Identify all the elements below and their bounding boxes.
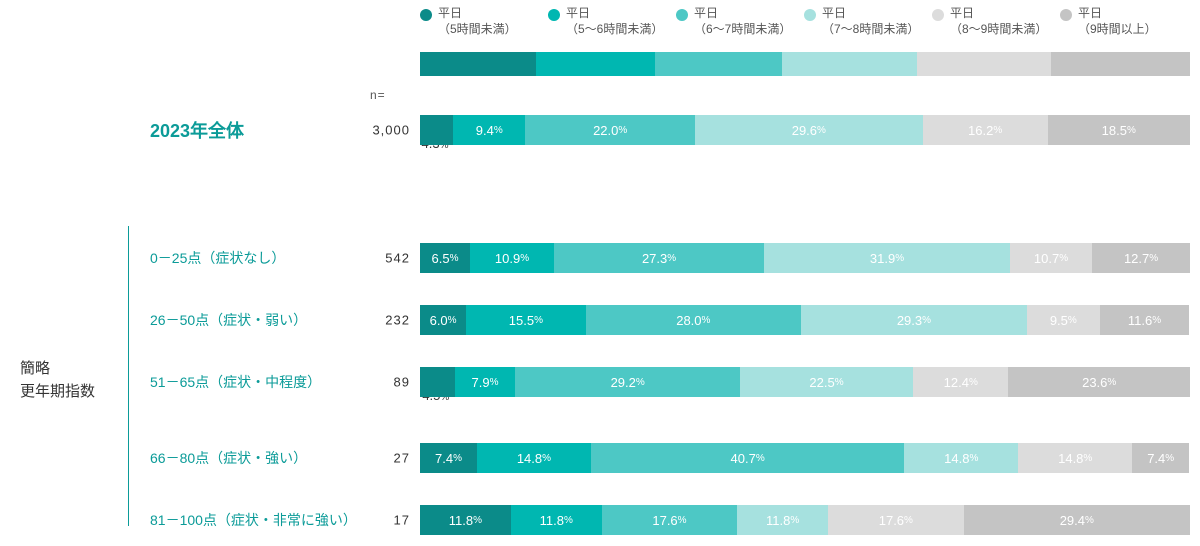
row-n: 3,000 (350, 123, 410, 138)
n-header: n= (370, 88, 386, 102)
bar-segment (420, 115, 453, 145)
row-n: 17 (350, 513, 410, 528)
bar-segment: 31.9% (764, 243, 1010, 273)
chart-row: 0－25点（症状なし）542 6.5%10.9%27.3%31.9%10.7%12… (0, 238, 1200, 278)
bar-segment: 11.6% (1100, 305, 1189, 335)
bar-segment: 9.4% (453, 115, 525, 145)
stacked-bar: 6.0%15.5%28.0%29.3%9.5%11.6% (420, 305, 1190, 335)
bar-segment: 11.8% (511, 505, 602, 535)
row-n: 27 (350, 451, 410, 466)
legend-swatch (804, 9, 816, 21)
row-label: 51－65点（症状・中程度） (150, 372, 360, 392)
bar-segment: 11.8% (420, 505, 511, 535)
legend-swatch (1060, 9, 1072, 21)
axis-label-line2: 更年期指数 (20, 383, 95, 400)
legend-text: 平日（8～9時間未満） (950, 6, 1047, 37)
row-n: 232 (350, 313, 410, 328)
bar-segment: 14.8% (477, 443, 591, 473)
legend-item: 平日（7～8時間未満） (804, 6, 932, 37)
bar-segment: 9.5% (1027, 305, 1100, 335)
bar-segment: 7.9% (455, 367, 516, 397)
bar-segment: 18.5% (1048, 115, 1190, 145)
row-n: 89 (350, 375, 410, 390)
axis-line (128, 226, 129, 526)
legend-text: 平日（7～8時間未満） (822, 6, 919, 37)
bar-segment: 14.8% (1018, 443, 1132, 473)
bar-segment: 29.4% (964, 505, 1190, 535)
bar-segment: 28.0% (586, 305, 802, 335)
bar-segment: 22.0% (525, 115, 694, 145)
stacked-bar: 6.5%10.9%27.3%31.9%10.7%12.7% (420, 243, 1190, 273)
legend-item: 平日（6～7時間未満） (676, 6, 804, 37)
legend-item: 平日（8～9時間未満） (932, 6, 1060, 37)
color-strip-segment (1051, 52, 1190, 76)
axis-label: 簡略 更年期指数 (20, 358, 95, 403)
row-label: 66－80点（症状・強い） (150, 448, 360, 468)
legend-swatch (676, 9, 688, 21)
bar-segment (420, 367, 455, 397)
legend-item: 平日（5～6時間未満） (548, 6, 676, 37)
row-n: 542 (350, 251, 410, 266)
bar-segment: 23.6% (1008, 367, 1190, 397)
bar-segment: 15.5% (466, 305, 585, 335)
legend-item: 平日（9時間以上） (1060, 6, 1188, 37)
bar-segment: 29.6% (695, 115, 923, 145)
bar-segment: 10.9% (470, 243, 554, 273)
chart-row: 26－50点（症状・弱い）232 6.0%15.5%28.0%29.3%9.5%1… (0, 300, 1200, 340)
stacked-bar: 7.9%29.2%22.5%12.4%23.6% (420, 367, 1190, 397)
legend-swatch (932, 9, 944, 21)
bar-segment: 17.6% (828, 505, 964, 535)
legend-text: 平日（6～7時間未満） (694, 6, 791, 37)
chart-row: 2023年全体3,000 9.4%22.0%29.6%16.2%18.5% (0, 110, 1200, 150)
stacked-bar: 11.8%11.8%17.6%11.8%17.6%29.4% (420, 505, 1190, 535)
bar-segment: 6.5% (420, 243, 470, 273)
color-strip-segment (655, 52, 782, 76)
bar-segment: 27.3% (554, 243, 764, 273)
bar-segment: 29.3% (801, 305, 1027, 335)
chart-row: 51－65点（症状・中程度）89 7.9%29.2%22.5%12.4%23.6% (0, 362, 1200, 402)
legend-item: 平日（5時間未満） (420, 6, 548, 37)
chart-root: 平日（5時間未満） 平日（5～6時間未満） 平日（6～7時間未満） 平日（7～8時間未… (0, 0, 1200, 546)
chart-row: 66－80点（症状・強い）277.4%14.8%40.7%14.8%14.8%7… (0, 438, 1200, 478)
legend-text: 平日（5時間未満） (438, 6, 517, 37)
bar-segment: 7.4% (420, 443, 477, 473)
bar-segment: 7.4% (1132, 443, 1189, 473)
legend-swatch (420, 9, 432, 21)
row-label: 81－100点（症状・非常に強い） (150, 510, 360, 530)
bar-segment: 40.7% (591, 443, 904, 473)
axis-label-line1: 簡略 (20, 360, 50, 377)
color-strip-segment (917, 52, 1052, 76)
row-label: 26－50点（症状・弱い） (150, 310, 360, 330)
bar-segment: 12.4% (913, 367, 1008, 397)
stacked-bar: 7.4%14.8%40.7%14.8%14.8%7.4% (420, 443, 1190, 473)
bar-segment: 11.8% (737, 505, 828, 535)
legend-swatch (548, 9, 560, 21)
row-label: 0－25点（症状なし） (150, 248, 360, 268)
bar-segment: 16.2% (923, 115, 1048, 145)
color-strip-segment (536, 52, 655, 76)
legend: 平日（5時間未満） 平日（5～6時間未満） 平日（6～7時間未満） 平日（7～8時間未… (420, 6, 1188, 37)
row-label: 2023年全体 (150, 117, 360, 143)
bar-segment: 10.7% (1010, 243, 1092, 273)
bar-segment: 29.2% (515, 367, 740, 397)
legend-color-strip (420, 52, 1190, 76)
color-strip-segment (782, 52, 917, 76)
bar-segment: 6.0% (420, 305, 466, 335)
stacked-bar: 9.4%22.0%29.6%16.2%18.5% (420, 115, 1190, 145)
bar-segment: 12.7% (1092, 243, 1190, 273)
chart-row: 81－100点（症状・非常に強い）1711.8%11.8%17.6%11.8%1… (0, 500, 1200, 540)
color-strip-segment (420, 52, 536, 76)
legend-text: 平日（5～6時間未満） (566, 6, 663, 37)
bar-segment: 14.8% (904, 443, 1018, 473)
bar-segment: 22.5% (740, 367, 913, 397)
legend-text: 平日（9時間以上） (1078, 6, 1157, 37)
bar-segment: 17.6% (602, 505, 738, 535)
